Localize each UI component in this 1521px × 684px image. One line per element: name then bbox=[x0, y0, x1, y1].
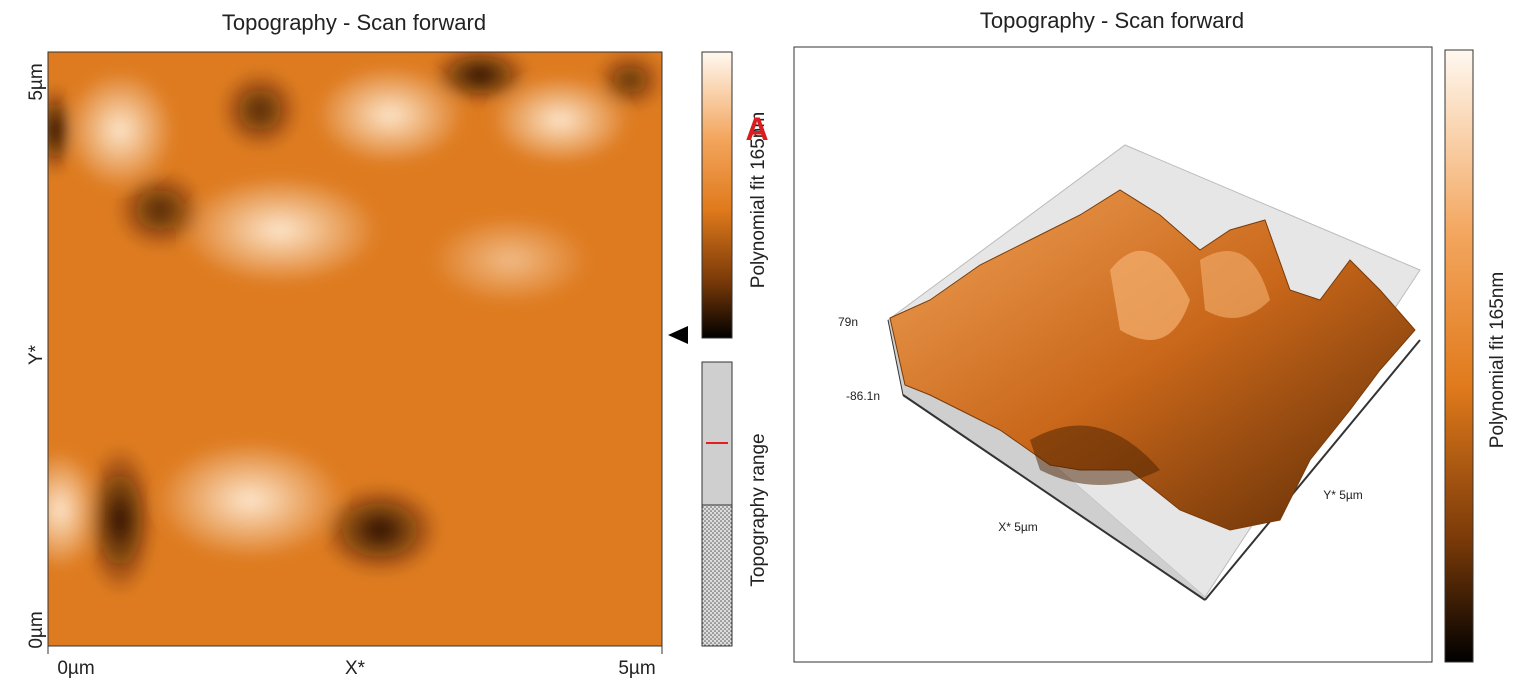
colorbar-3d-label: Polynomial fit 165nm bbox=[1487, 272, 1508, 448]
x-right-label: 5µm bbox=[618, 658, 655, 679]
range-label: Topography range bbox=[748, 433, 769, 586]
range-fill bbox=[702, 505, 732, 646]
y-bottom-label: 0µm bbox=[26, 611, 47, 648]
topography-image bbox=[20, 45, 665, 646]
range-marker[interactable] bbox=[668, 326, 688, 344]
annotation: A bbox=[745, 111, 768, 147]
z-min-label: -86.1n bbox=[846, 389, 880, 403]
colorbar bbox=[702, 52, 732, 338]
x-axis-label: X* bbox=[345, 658, 366, 679]
x-left-label: 0µm bbox=[57, 658, 94, 679]
y-axis-label: Y* bbox=[26, 344, 47, 365]
left-title: Topography - Scan forward bbox=[222, 10, 486, 35]
range-box[interactable] bbox=[702, 362, 732, 505]
x-3d-label: X* 5µm bbox=[998, 520, 1038, 534]
z-max-label: 79n bbox=[838, 315, 858, 329]
y-3d-label: Y* 5µm bbox=[1323, 488, 1363, 502]
afm-window: Topography - Scan forward 5µm Y* 0µm 0µm… bbox=[0, 0, 1521, 684]
right-title: Topography - Scan forward bbox=[980, 8, 1244, 33]
colorbar-3d bbox=[1445, 50, 1473, 662]
y-top-label: 5µm bbox=[26, 63, 47, 100]
